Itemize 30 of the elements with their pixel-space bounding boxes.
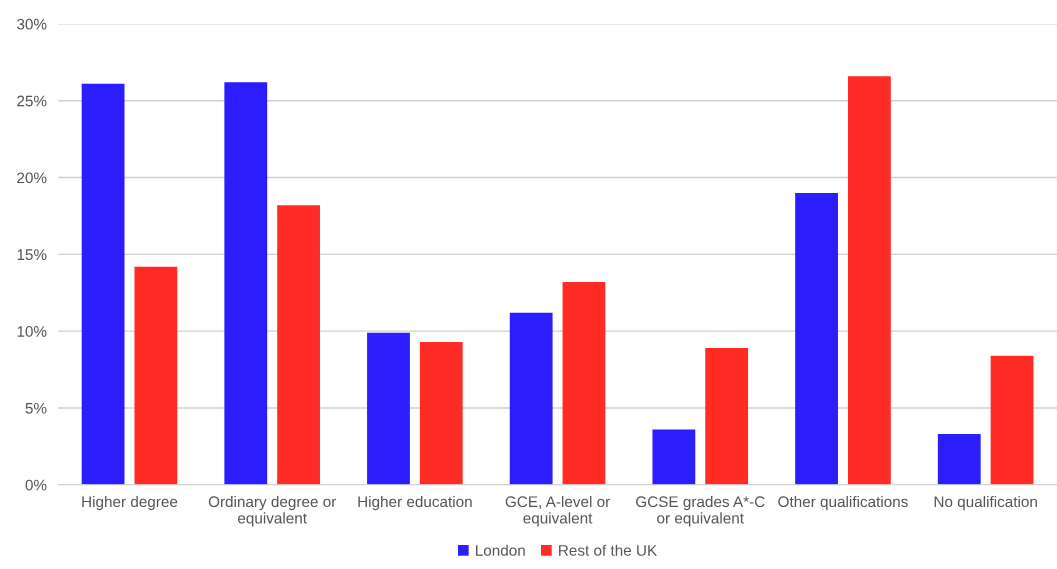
x-tick-label: Higher degree: [82, 495, 178, 511]
y-tick-label: 10%: [17, 326, 47, 337]
y-tick-label: 25%: [17, 95, 47, 107]
bar: [990, 355, 1034, 485]
bar: [937, 434, 981, 485]
bar: [562, 282, 606, 485]
bar: [795, 192, 838, 485]
x-tick-label: GCE, A-level or equivalent: [505, 495, 610, 527]
bar: [134, 266, 178, 485]
x-tick-label: No qualification: [934, 495, 1037, 511]
x-tick-label: GCSE grades A*-C or equivalent: [636, 495, 765, 527]
legend-label: Rest of the UK: [559, 544, 658, 556]
y-tick-label: 0%: [25, 479, 47, 491]
x-tick-label: Other qualifications: [778, 495, 908, 511]
y-tick-label: 5%: [25, 402, 47, 414]
bar: [81, 83, 125, 485]
y-tick-label: 20%: [17, 172, 47, 184]
bar: [652, 429, 696, 485]
bar: [367, 332, 410, 485]
x-tick-label: Ordinary degree or equivalent: [208, 495, 337, 527]
bar: [277, 205, 320, 485]
bar: [847, 76, 891, 485]
bar: [419, 341, 463, 485]
x-tick-label: Higher education: [358, 495, 472, 511]
legend-label: London: [476, 544, 525, 556]
bar: [224, 82, 268, 485]
y-tick-label: 30%: [17, 18, 47, 30]
bar: [509, 312, 553, 485]
y-tick-label: 15%: [17, 249, 47, 261]
bar: [705, 348, 749, 485]
